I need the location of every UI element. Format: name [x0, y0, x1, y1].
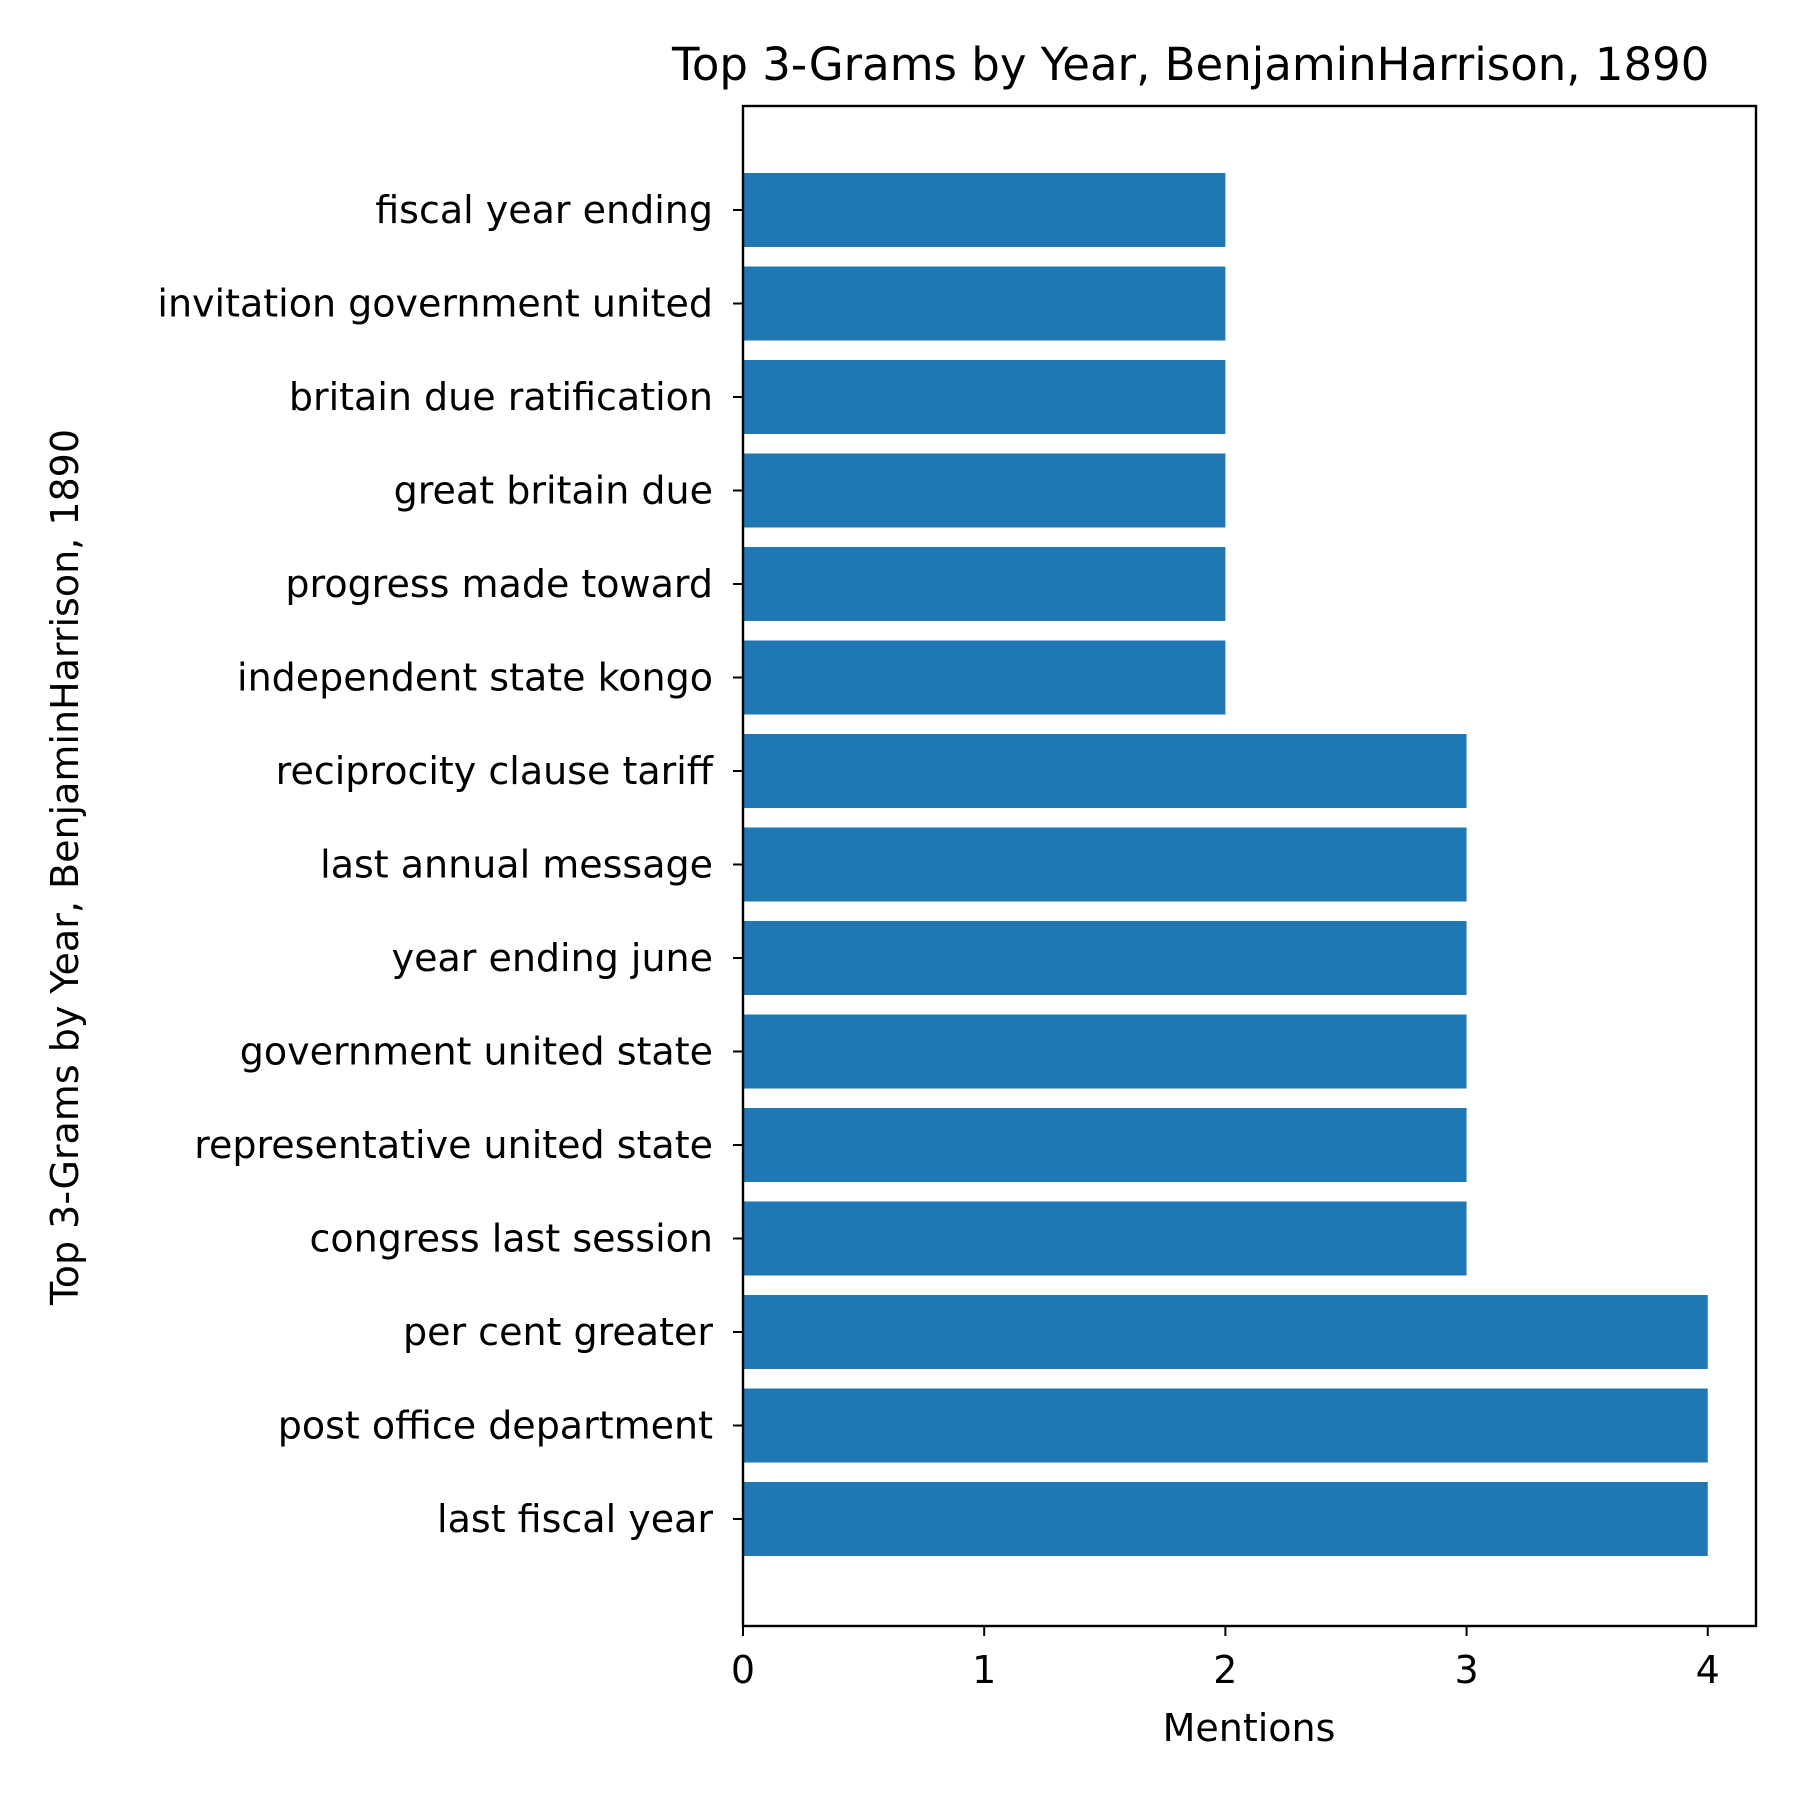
y-tick-label: independent state kongo	[237, 656, 713, 700]
y-tick-label: britain due ratification	[289, 375, 713, 419]
bars	[743, 173, 1708, 1556]
bar	[743, 640, 1226, 715]
y-tick-label: reciprocity clause tariff	[276, 749, 714, 793]
chart-title: Top 3-Grams by Year, BenjaminHarrison, 1…	[671, 38, 1709, 91]
y-tick-label: representative united state	[194, 1123, 713, 1167]
y-tick-label: per cent greater	[403, 1310, 713, 1354]
y-tick-label: government united state	[240, 1030, 713, 1074]
bar	[743, 266, 1226, 341]
bar	[743, 1388, 1708, 1463]
y-tick-label: fiscal year ending	[375, 188, 713, 232]
bar	[743, 1108, 1467, 1182]
y-tick-label: invitation government united	[157, 282, 713, 326]
y-tick-label: progress made toward	[285, 562, 713, 606]
bar	[743, 734, 1467, 808]
bar	[743, 547, 1226, 621]
x-tick-label: 1	[972, 1648, 996, 1692]
y-tick-label: congress last session	[310, 1217, 713, 1261]
x-tick-label: 4	[1696, 1648, 1720, 1692]
x-axis-ticks: 0 1 2 3 4	[731, 1626, 1720, 1692]
bar	[743, 360, 1226, 434]
y-tick-label: post office department	[278, 1404, 713, 1448]
bar	[743, 1295, 1708, 1369]
x-tick-label: 3	[1454, 1648, 1478, 1692]
bar	[743, 1201, 1467, 1276]
y-axis-title: Top 3-Grams by Year, BenjaminHarrison, 1…	[43, 429, 87, 1306]
plot-frame	[741, 104, 1758, 1628]
x-axis-title: Mentions	[1163, 1706, 1336, 1750]
y-tick-label: last annual message	[320, 843, 713, 887]
bar	[743, 921, 1467, 995]
bar	[743, 173, 1226, 247]
y-tick-label: great britain due	[394, 469, 713, 513]
bar	[743, 1482, 1708, 1556]
y-axis-ticks: last fiscal year post office department pe…	[157, 188, 743, 1541]
x-tick-label: 0	[731, 1648, 755, 1692]
y-tick-label: year ending june	[392, 936, 713, 980]
x-tick-label: 2	[1213, 1648, 1237, 1692]
y-tick-label: last fiscal year	[437, 1497, 713, 1541]
bar	[743, 1014, 1467, 1089]
bar	[743, 827, 1467, 902]
bar	[743, 453, 1226, 528]
